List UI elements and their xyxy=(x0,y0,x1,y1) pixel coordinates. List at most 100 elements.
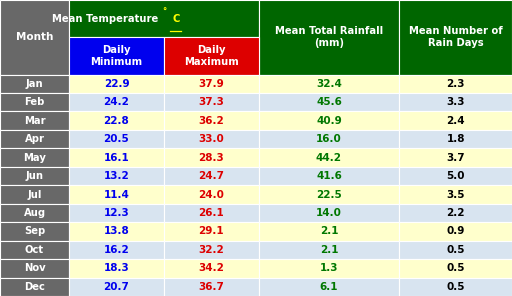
Bar xyxy=(259,130,399,148)
Bar xyxy=(259,204,399,222)
Text: 22.9: 22.9 xyxy=(103,79,130,89)
Bar xyxy=(69,148,164,167)
Bar xyxy=(259,0,399,75)
Text: Nov: Nov xyxy=(24,263,46,273)
Text: Feb: Feb xyxy=(25,97,45,107)
Text: 37.3: 37.3 xyxy=(198,97,224,107)
Text: May: May xyxy=(23,153,46,163)
Text: 37.9: 37.9 xyxy=(198,79,224,89)
Text: 34.2: 34.2 xyxy=(198,263,224,273)
Bar xyxy=(69,222,164,241)
Text: 3.7: 3.7 xyxy=(446,153,465,163)
Bar xyxy=(259,112,399,130)
Text: 6.1: 6.1 xyxy=(319,282,338,292)
Bar xyxy=(399,167,512,185)
Bar xyxy=(164,204,259,222)
Text: Dec: Dec xyxy=(24,282,45,292)
Text: 14.0: 14.0 xyxy=(316,208,342,218)
Bar xyxy=(69,0,259,37)
Bar xyxy=(69,37,164,75)
Text: Daily
Maximum: Daily Maximum xyxy=(184,45,239,67)
Text: 44.2: 44.2 xyxy=(316,153,342,163)
Bar xyxy=(69,130,164,148)
Text: 13.8: 13.8 xyxy=(103,226,130,237)
Text: Mean Number of
Rain Days: Mean Number of Rain Days xyxy=(409,27,503,48)
Text: 40.9: 40.9 xyxy=(316,116,342,126)
Bar xyxy=(164,259,259,278)
Text: 0.5: 0.5 xyxy=(446,282,465,292)
Text: 16.1: 16.1 xyxy=(103,153,130,163)
Text: 12.3: 12.3 xyxy=(103,208,130,218)
Text: 2.2: 2.2 xyxy=(446,208,465,218)
Text: 45.6: 45.6 xyxy=(316,97,342,107)
Text: 0.5: 0.5 xyxy=(446,245,465,255)
Text: Aug: Aug xyxy=(24,208,46,218)
Bar xyxy=(259,167,399,185)
Bar xyxy=(69,75,164,93)
Bar xyxy=(164,112,259,130)
Text: 24.2: 24.2 xyxy=(103,97,130,107)
Bar xyxy=(0,130,69,148)
Bar xyxy=(164,241,259,259)
Bar xyxy=(69,167,164,185)
Bar xyxy=(0,278,69,296)
Text: 22.5: 22.5 xyxy=(316,189,342,200)
Bar xyxy=(399,112,512,130)
Text: Jul: Jul xyxy=(27,189,42,200)
Text: C: C xyxy=(173,14,180,24)
Bar xyxy=(164,167,259,185)
Text: 18.3: 18.3 xyxy=(103,263,130,273)
Text: 2.1: 2.1 xyxy=(319,226,338,237)
Text: 24.7: 24.7 xyxy=(198,171,224,181)
Text: 36.2: 36.2 xyxy=(198,116,224,126)
Bar xyxy=(69,241,164,259)
Bar xyxy=(399,278,512,296)
Bar xyxy=(259,278,399,296)
Bar xyxy=(399,259,512,278)
Text: 41.6: 41.6 xyxy=(316,171,342,181)
Text: 2.3: 2.3 xyxy=(446,79,465,89)
Text: 22.8: 22.8 xyxy=(103,116,130,126)
Bar xyxy=(164,37,259,75)
Bar xyxy=(69,93,164,112)
Bar xyxy=(69,278,164,296)
Text: 2.4: 2.4 xyxy=(446,116,465,126)
Bar xyxy=(399,185,512,204)
Bar xyxy=(164,130,259,148)
Bar xyxy=(0,259,69,278)
Bar xyxy=(0,185,69,204)
Text: 20.5: 20.5 xyxy=(103,134,130,144)
Text: 11.4: 11.4 xyxy=(103,189,130,200)
Bar xyxy=(399,93,512,112)
Bar xyxy=(0,204,69,222)
Text: 2.1: 2.1 xyxy=(319,245,338,255)
Bar xyxy=(399,222,512,241)
Text: Sep: Sep xyxy=(24,226,45,237)
Bar xyxy=(164,222,259,241)
Bar xyxy=(0,112,69,130)
Bar xyxy=(399,130,512,148)
Bar xyxy=(0,75,69,93)
Text: Jan: Jan xyxy=(26,79,44,89)
Text: 0.9: 0.9 xyxy=(446,226,465,237)
Text: 20.7: 20.7 xyxy=(103,282,130,292)
Text: Mar: Mar xyxy=(24,116,46,126)
Bar xyxy=(164,278,259,296)
Text: 1.3: 1.3 xyxy=(319,263,338,273)
Bar xyxy=(69,185,164,204)
Text: Mean Temperature: Mean Temperature xyxy=(52,14,161,24)
Text: 32.4: 32.4 xyxy=(316,79,342,89)
Bar xyxy=(164,75,259,93)
Text: Oct: Oct xyxy=(25,245,44,255)
Bar xyxy=(0,167,69,185)
Text: 3.5: 3.5 xyxy=(446,189,465,200)
Bar xyxy=(399,75,512,93)
Bar xyxy=(0,148,69,167)
Bar xyxy=(259,148,399,167)
Bar xyxy=(164,148,259,167)
Bar xyxy=(259,259,399,278)
Text: 24.0: 24.0 xyxy=(198,189,224,200)
Text: 33.0: 33.0 xyxy=(198,134,224,144)
Bar xyxy=(69,204,164,222)
Text: 32.2: 32.2 xyxy=(198,245,224,255)
